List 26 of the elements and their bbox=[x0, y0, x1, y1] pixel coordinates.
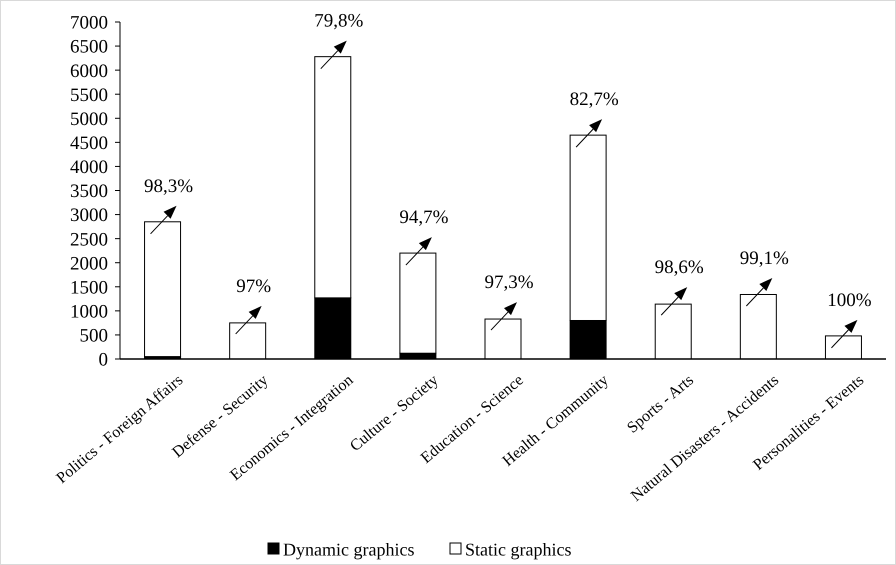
y-tick-label: 6500 bbox=[70, 36, 108, 58]
y-tick-label: 2000 bbox=[70, 253, 108, 274]
y-tick-label: 0 bbox=[98, 350, 108, 371]
y-tick-label: 6000 bbox=[70, 60, 108, 82]
y-tick-label: 3000 bbox=[70, 205, 108, 226]
y-tick-label: 4000 bbox=[70, 157, 108, 178]
y-tick-label: 5500 bbox=[70, 84, 108, 106]
y-tick-label: 4500 bbox=[70, 133, 108, 154]
annotation: 94,7% bbox=[399, 207, 449, 228]
y-tick-label: 500 bbox=[80, 326, 108, 347]
annotation: 82,7% bbox=[570, 89, 619, 110]
y-tick-label: 3500 bbox=[70, 181, 108, 202]
annotation: 79,8% bbox=[314, 10, 364, 32]
annotation: 98,6% bbox=[654, 257, 704, 278]
y-tick-label: 1000 bbox=[70, 302, 108, 323]
legend-label: Static graphics bbox=[465, 539, 572, 560]
y-tick-label: 7000 bbox=[70, 12, 108, 34]
y-tick-label: 2500 bbox=[70, 229, 108, 250]
annotation: 97% bbox=[236, 276, 272, 297]
annotation: 100% bbox=[827, 290, 872, 311]
annotation: 98,3% bbox=[144, 176, 194, 197]
annotation: 99,1% bbox=[740, 248, 790, 270]
annotation: 97,3% bbox=[484, 272, 534, 294]
y-tick-label: 1500 bbox=[70, 277, 108, 298]
legend-label: Dynamic graphics bbox=[283, 539, 414, 560]
y-tick-label: 5000 bbox=[70, 108, 108, 130]
